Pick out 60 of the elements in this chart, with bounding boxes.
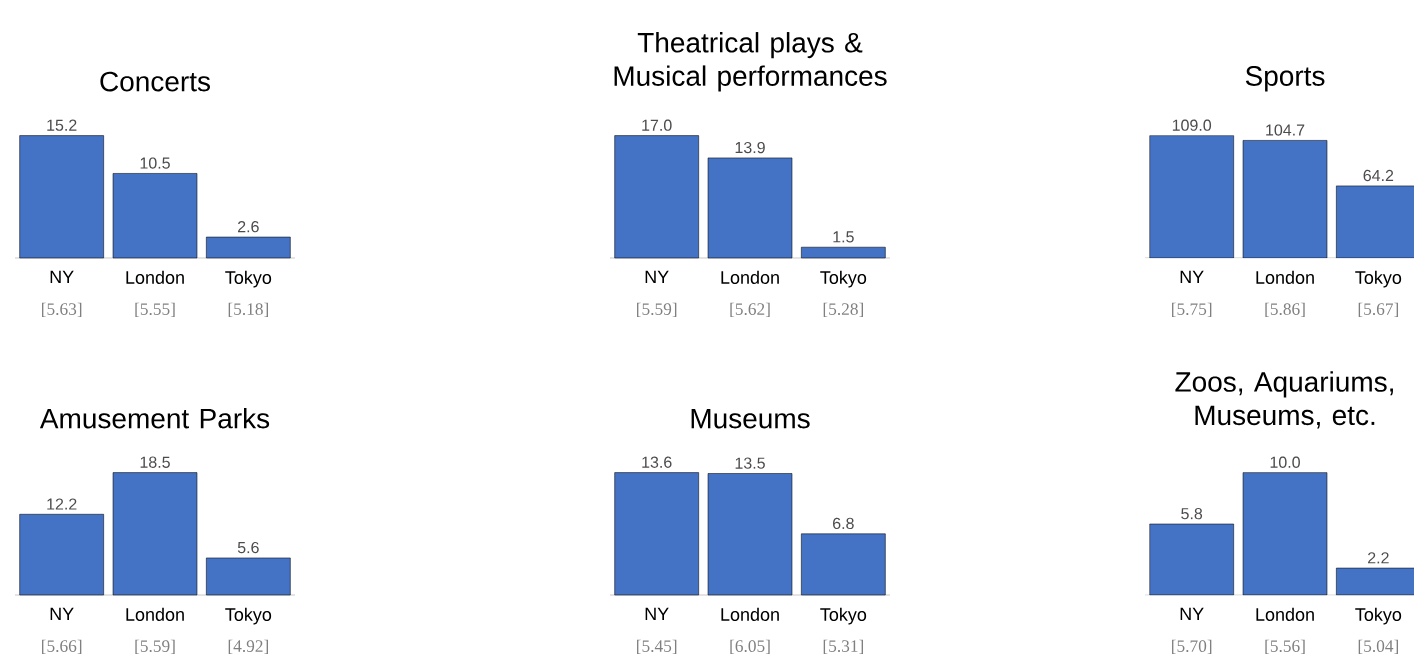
x-tick-label: Tokyo (1355, 270, 1402, 288)
x-tick-label: London (126, 607, 184, 621)
chart-title: Concerts (100, 71, 210, 92)
text: [5.45] (637, 639, 677, 655)
x-tick-label: NY (50, 270, 74, 284)
data-label: 64.2 (1363, 169, 1394, 182)
x-tick-label: London (1256, 270, 1314, 284)
chart-title: Theatrical plays & Musical performances (614, 32, 887, 92)
x-tick-label: London (721, 270, 779, 284)
text: [5.59] (637, 302, 677, 318)
text: [5.67] (1358, 302, 1399, 318)
data-label: 2.2 (1368, 552, 1389, 564)
chart-title: Sports (1245, 66, 1325, 92)
data-label: 2.6 (238, 221, 259, 233)
text: [5.62] (730, 302, 770, 318)
x-tick-label: NY (1180, 270, 1204, 284)
x-tick-label: Tokyo (1355, 607, 1402, 625)
x-tick-label: London (1256, 607, 1314, 621)
data-label: 13.6 (642, 456, 672, 468)
data-label: 13.9 (735, 141, 765, 154)
text: [5.55] (135, 302, 175, 318)
x-tick-label: Tokyo (225, 607, 272, 625)
x-tick-label: London (721, 607, 779, 621)
x-tick-label: NY (645, 607, 669, 621)
text: [5.28] (823, 302, 863, 318)
text: [4.92] (228, 639, 268, 655)
x-tick-label: Tokyo (820, 270, 867, 288)
data-label: 18.5 (140, 456, 170, 468)
data-label: 5.8 (1181, 507, 1203, 520)
x-tick-label: London (126, 270, 184, 284)
data-label: 10.0 (1270, 456, 1300, 468)
text: [5.59] (135, 639, 175, 655)
x-tick-label: NY (645, 270, 669, 284)
data-label: 15.2 (47, 119, 77, 131)
x-tick-label: Tokyo (225, 270, 272, 288)
chart-title: Museums (691, 408, 810, 429)
data-label: 1.5 (833, 231, 854, 243)
data-label: 12.2 (47, 498, 77, 510)
text: [5.18] (228, 302, 268, 318)
data-label: 5.6 (237, 541, 259, 554)
text: [5.86] (1265, 302, 1305, 318)
text: [5.63] (42, 302, 82, 318)
data-label: 10.5 (140, 157, 170, 169)
x-tick-label: NY (1180, 607, 1204, 621)
data-label: 104.7 (1266, 124, 1305, 136)
text: [6.05] (730, 639, 770, 655)
text: [5.04] (1358, 639, 1399, 655)
chart-title: Zoos, Aquariums, Museums, etc. (1175, 371, 1393, 429)
text: [5.70] (1172, 639, 1212, 655)
text: [5.56] (1265, 639, 1305, 655)
text: [5.31] (823, 639, 863, 655)
x-tick-label: Tokyo (820, 607, 867, 625)
data-label: 13.5 (735, 457, 765, 469)
x-tick-label: NY (50, 607, 74, 621)
text: [5.75] (1172, 302, 1212, 318)
chart-title: Amusement Parks (39, 407, 270, 429)
data-label: 109.0 (1172, 119, 1212, 131)
text: [5.66] (42, 639, 82, 655)
data-label: 6.8 (833, 517, 854, 530)
data-label: 17.0 (642, 119, 672, 131)
